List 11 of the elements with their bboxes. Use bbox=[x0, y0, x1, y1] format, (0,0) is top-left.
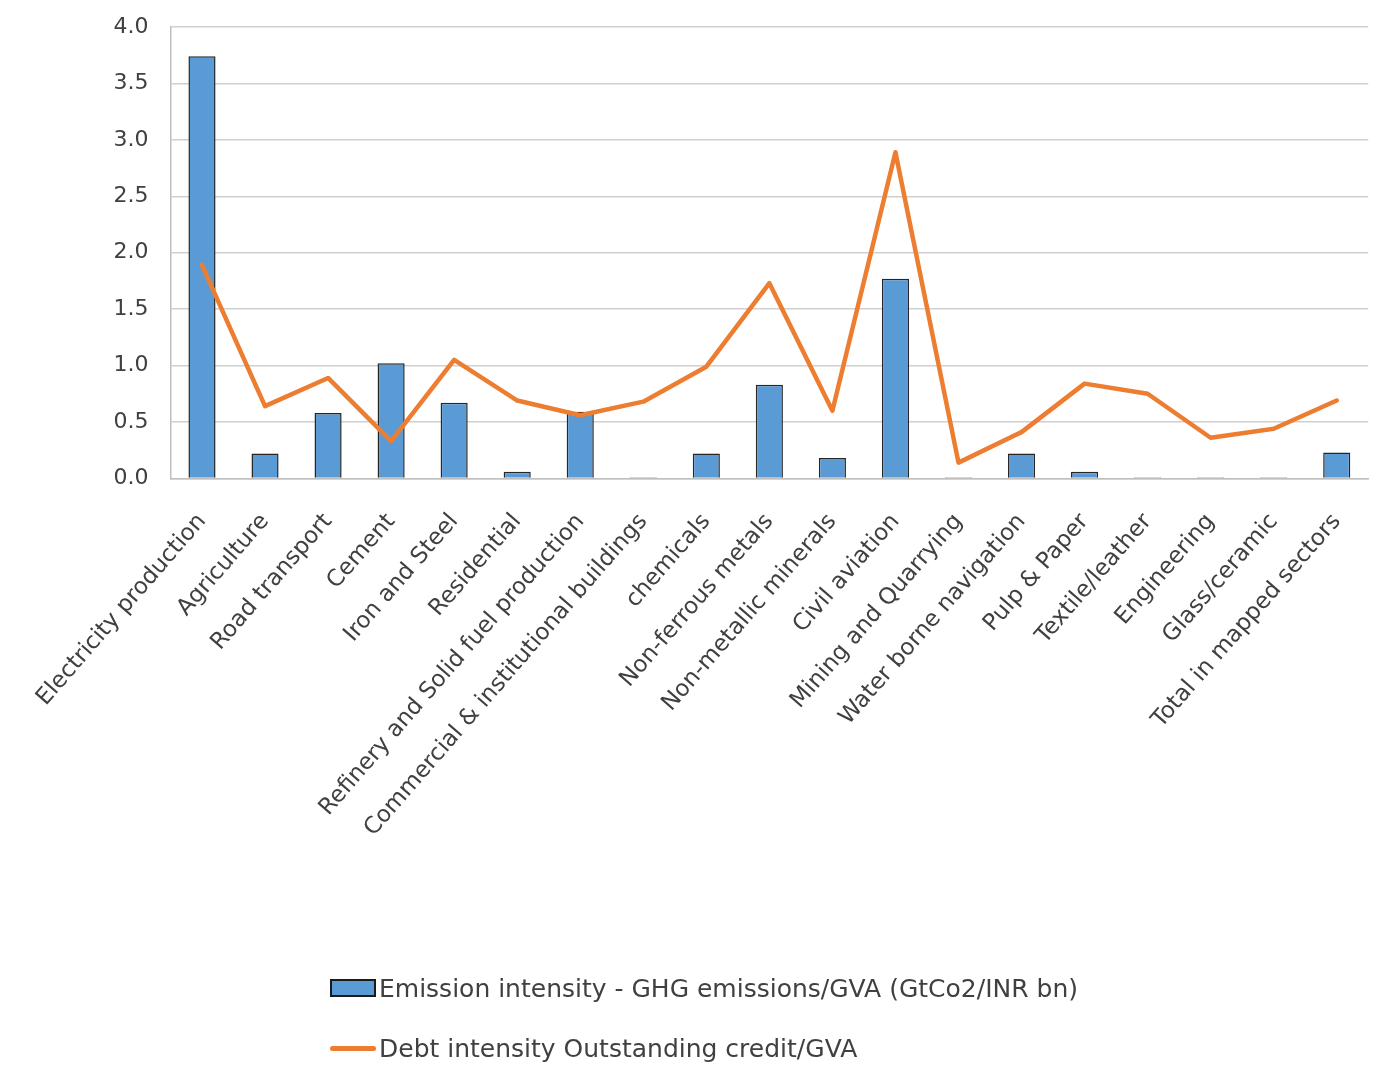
legend-label: Debt intensity Outstanding credit/GVA bbox=[379, 1033, 858, 1063]
y-tick-label: 0.5 bbox=[113, 407, 149, 433]
y-tick-label: 2.5 bbox=[113, 181, 149, 207]
y-tick-label: 3.0 bbox=[113, 125, 149, 151]
y-tick-label: 4.0 bbox=[113, 12, 149, 38]
y-tick-label: 2.0 bbox=[113, 238, 149, 264]
y-tick-label: 3.5 bbox=[113, 69, 149, 95]
y-tick-label: 0.0 bbox=[113, 464, 149, 490]
legend-label: Emission intensity - GHG emissions/GVA (GtCo2/INR bn) bbox=[379, 973, 1079, 1003]
y-tick-label: 1.0 bbox=[113, 351, 149, 377]
y-tick-label: 1.5 bbox=[113, 294, 149, 320]
